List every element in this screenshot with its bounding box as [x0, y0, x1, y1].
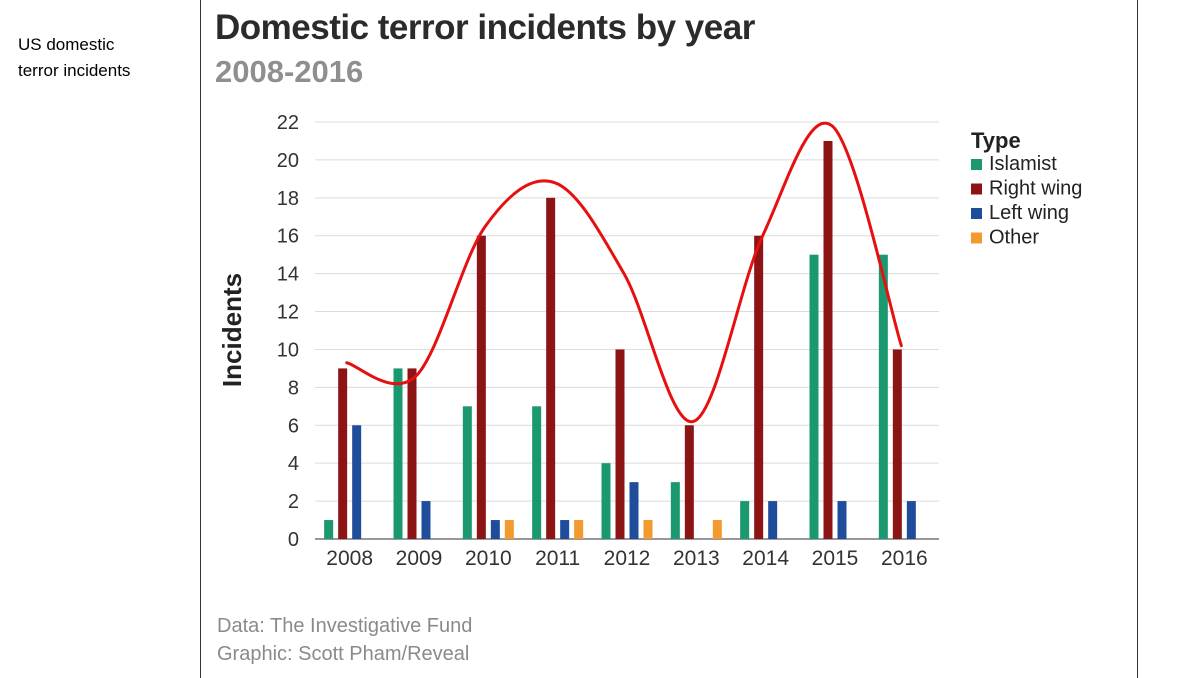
bar-right-wing — [615, 349, 625, 539]
bar-left-wing — [490, 520, 500, 539]
legend-title: Type — [971, 128, 1021, 153]
bar-right-wing — [546, 197, 556, 539]
legend-label: Islamist — [989, 153, 1057, 175]
bar-islamist — [462, 406, 472, 539]
bar-islamist — [601, 463, 611, 539]
y-tick-label: 0 — [288, 529, 299, 551]
x-tick-label: 2016 — [881, 547, 928, 570]
bar-chart: 0 2 4 6 8 10 12 14 16 18 20 22 2008 2009 2010 2011 2012… — [217, 112, 1082, 570]
bar-right-wing — [823, 140, 833, 540]
credit-graphic: Graphic: Scott Pham/Reveal — [217, 643, 470, 665]
x-tick-labels: 2008 2009 2010 2011 2012 2013 2014 2015 2016 — [326, 547, 927, 570]
x-tick-label: 2008 — [326, 547, 373, 570]
bars — [324, 140, 916, 540]
legend-swatch — [971, 159, 982, 170]
side-note: US domestic terror incidents — [18, 32, 188, 84]
bar-other — [574, 520, 584, 539]
bar-left-wing — [352, 425, 362, 539]
credit-data-source: Data: The Investigative Fund — [217, 615, 473, 637]
y-tick-label: 16 — [277, 226, 299, 248]
y-tick-label: 14 — [277, 264, 299, 286]
bar-left-wing — [629, 482, 639, 539]
legend-swatch — [971, 183, 982, 195]
y-axis-label: Incidents — [217, 273, 247, 387]
side-note-line-2: terror incidents — [18, 61, 131, 80]
y-tick-label: 6 — [288, 415, 299, 437]
bar-right-wing — [892, 349, 902, 539]
x-tick-label: 2015 — [812, 547, 859, 570]
legend-swatch — [971, 208, 982, 219]
bar-left-wing — [837, 501, 847, 539]
bar-other — [643, 520, 653, 539]
x-tick-label: 2012 — [604, 547, 651, 570]
y-tick-label: 10 — [277, 339, 299, 361]
bar-left-wing — [768, 501, 778, 539]
x-tick-label: 2011 — [535, 547, 580, 570]
bar-other — [712, 520, 722, 539]
bar-islamist — [878, 254, 888, 539]
legend-label: Other — [989, 227, 1039, 249]
legend-label: Right wing — [989, 178, 1082, 200]
bar-right-wing — [476, 235, 486, 539]
chart-panel: Domestic terror incidents by year 2008-2… — [200, 0, 1138, 678]
y-tick-label: 18 — [277, 188, 299, 210]
y-tick-label: 12 — [277, 302, 299, 324]
y-tick-labels: 0 2 4 6 8 10 12 14 16 18 20 22 — [277, 112, 299, 551]
legend-swatch — [971, 232, 982, 244]
bar-left-wing — [421, 501, 431, 539]
x-tick-label: 2009 — [396, 547, 443, 570]
chart-subtitle: 2008-2016 — [215, 54, 364, 89]
y-tick-label: 22 — [277, 112, 299, 134]
chart-title: Domestic terror incidents by year — [215, 8, 755, 47]
bar-right-wing — [338, 368, 348, 539]
bar-islamist — [670, 482, 680, 539]
gridlines — [315, 121, 939, 540]
bar-islamist — [809, 254, 819, 539]
bar-right-wing — [684, 425, 694, 539]
bar-left-wing — [906, 501, 916, 539]
x-tick-label: 2010 — [465, 547, 512, 570]
bar-islamist — [532, 406, 542, 539]
bar-islamist — [324, 520, 334, 539]
x-tick-label: 2013 — [673, 547, 720, 570]
bar-right-wing — [407, 368, 417, 539]
y-tick-label: 20 — [277, 150, 299, 172]
trend-annotation-curve — [345, 121, 903, 423]
y-tick-label: 4 — [288, 453, 299, 475]
credits: Data: The Investigative Fund Graphic: Sc… — [217, 612, 472, 668]
y-tick-label: 2 — [288, 491, 299, 513]
side-note-line-1: US domestic — [18, 35, 115, 54]
bar-right-wing — [754, 235, 764, 539]
bar-islamist — [393, 368, 403, 539]
bar-left-wing — [560, 520, 570, 539]
bar-islamist — [740, 501, 750, 539]
y-tick-label: 8 — [288, 377, 299, 399]
x-tick-label: 2014 — [742, 547, 789, 570]
bar-other — [504, 520, 514, 539]
legend-label: Left wing — [989, 202, 1069, 224]
